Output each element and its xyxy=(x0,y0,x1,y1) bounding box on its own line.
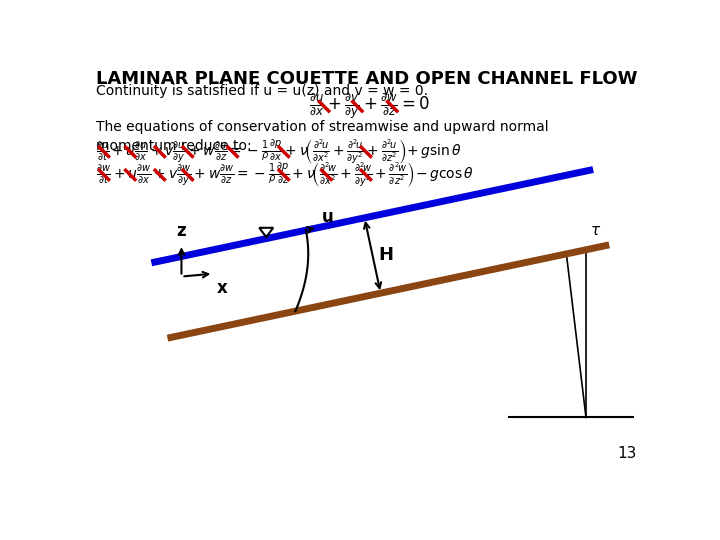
Text: LAMINAR PLANE COUETTE AND OPEN CHANNEL FLOW: LAMINAR PLANE COUETTE AND OPEN CHANNEL F… xyxy=(96,70,638,88)
Text: x: x xyxy=(217,279,228,297)
Text: $\frac{\partial u}{\partial x}+\frac{\partial v}{\partial y}+\frac{\partial w}{\: $\frac{\partial u}{\partial x}+\frac{\pa… xyxy=(309,91,429,122)
Text: z: z xyxy=(176,222,186,240)
Text: H: H xyxy=(379,246,393,265)
Text: 13: 13 xyxy=(618,446,637,461)
Text: Continuity is satisfied if u = u(z) and v = w = 0.: Continuity is satisfied if u = u(z) and … xyxy=(96,84,428,98)
Text: $\frac{\partial w}{\partial t}+u\frac{\partial w}{\partial x}+v\frac{\partial w}: $\frac{\partial w}{\partial t}+u\frac{\p… xyxy=(96,160,474,190)
Text: u: u xyxy=(322,208,333,226)
Text: The equations of conservation of streamwise and upward normal
momentum reduce to: The equations of conservation of streamw… xyxy=(96,120,549,153)
Text: $\frac{\partial u}{\partial t}+u\frac{\partial u}{\partial x}+v\frac{\partial u}: $\frac{\partial u}{\partial t}+u\frac{\p… xyxy=(96,137,462,166)
Text: $\tau$: $\tau$ xyxy=(590,223,601,238)
